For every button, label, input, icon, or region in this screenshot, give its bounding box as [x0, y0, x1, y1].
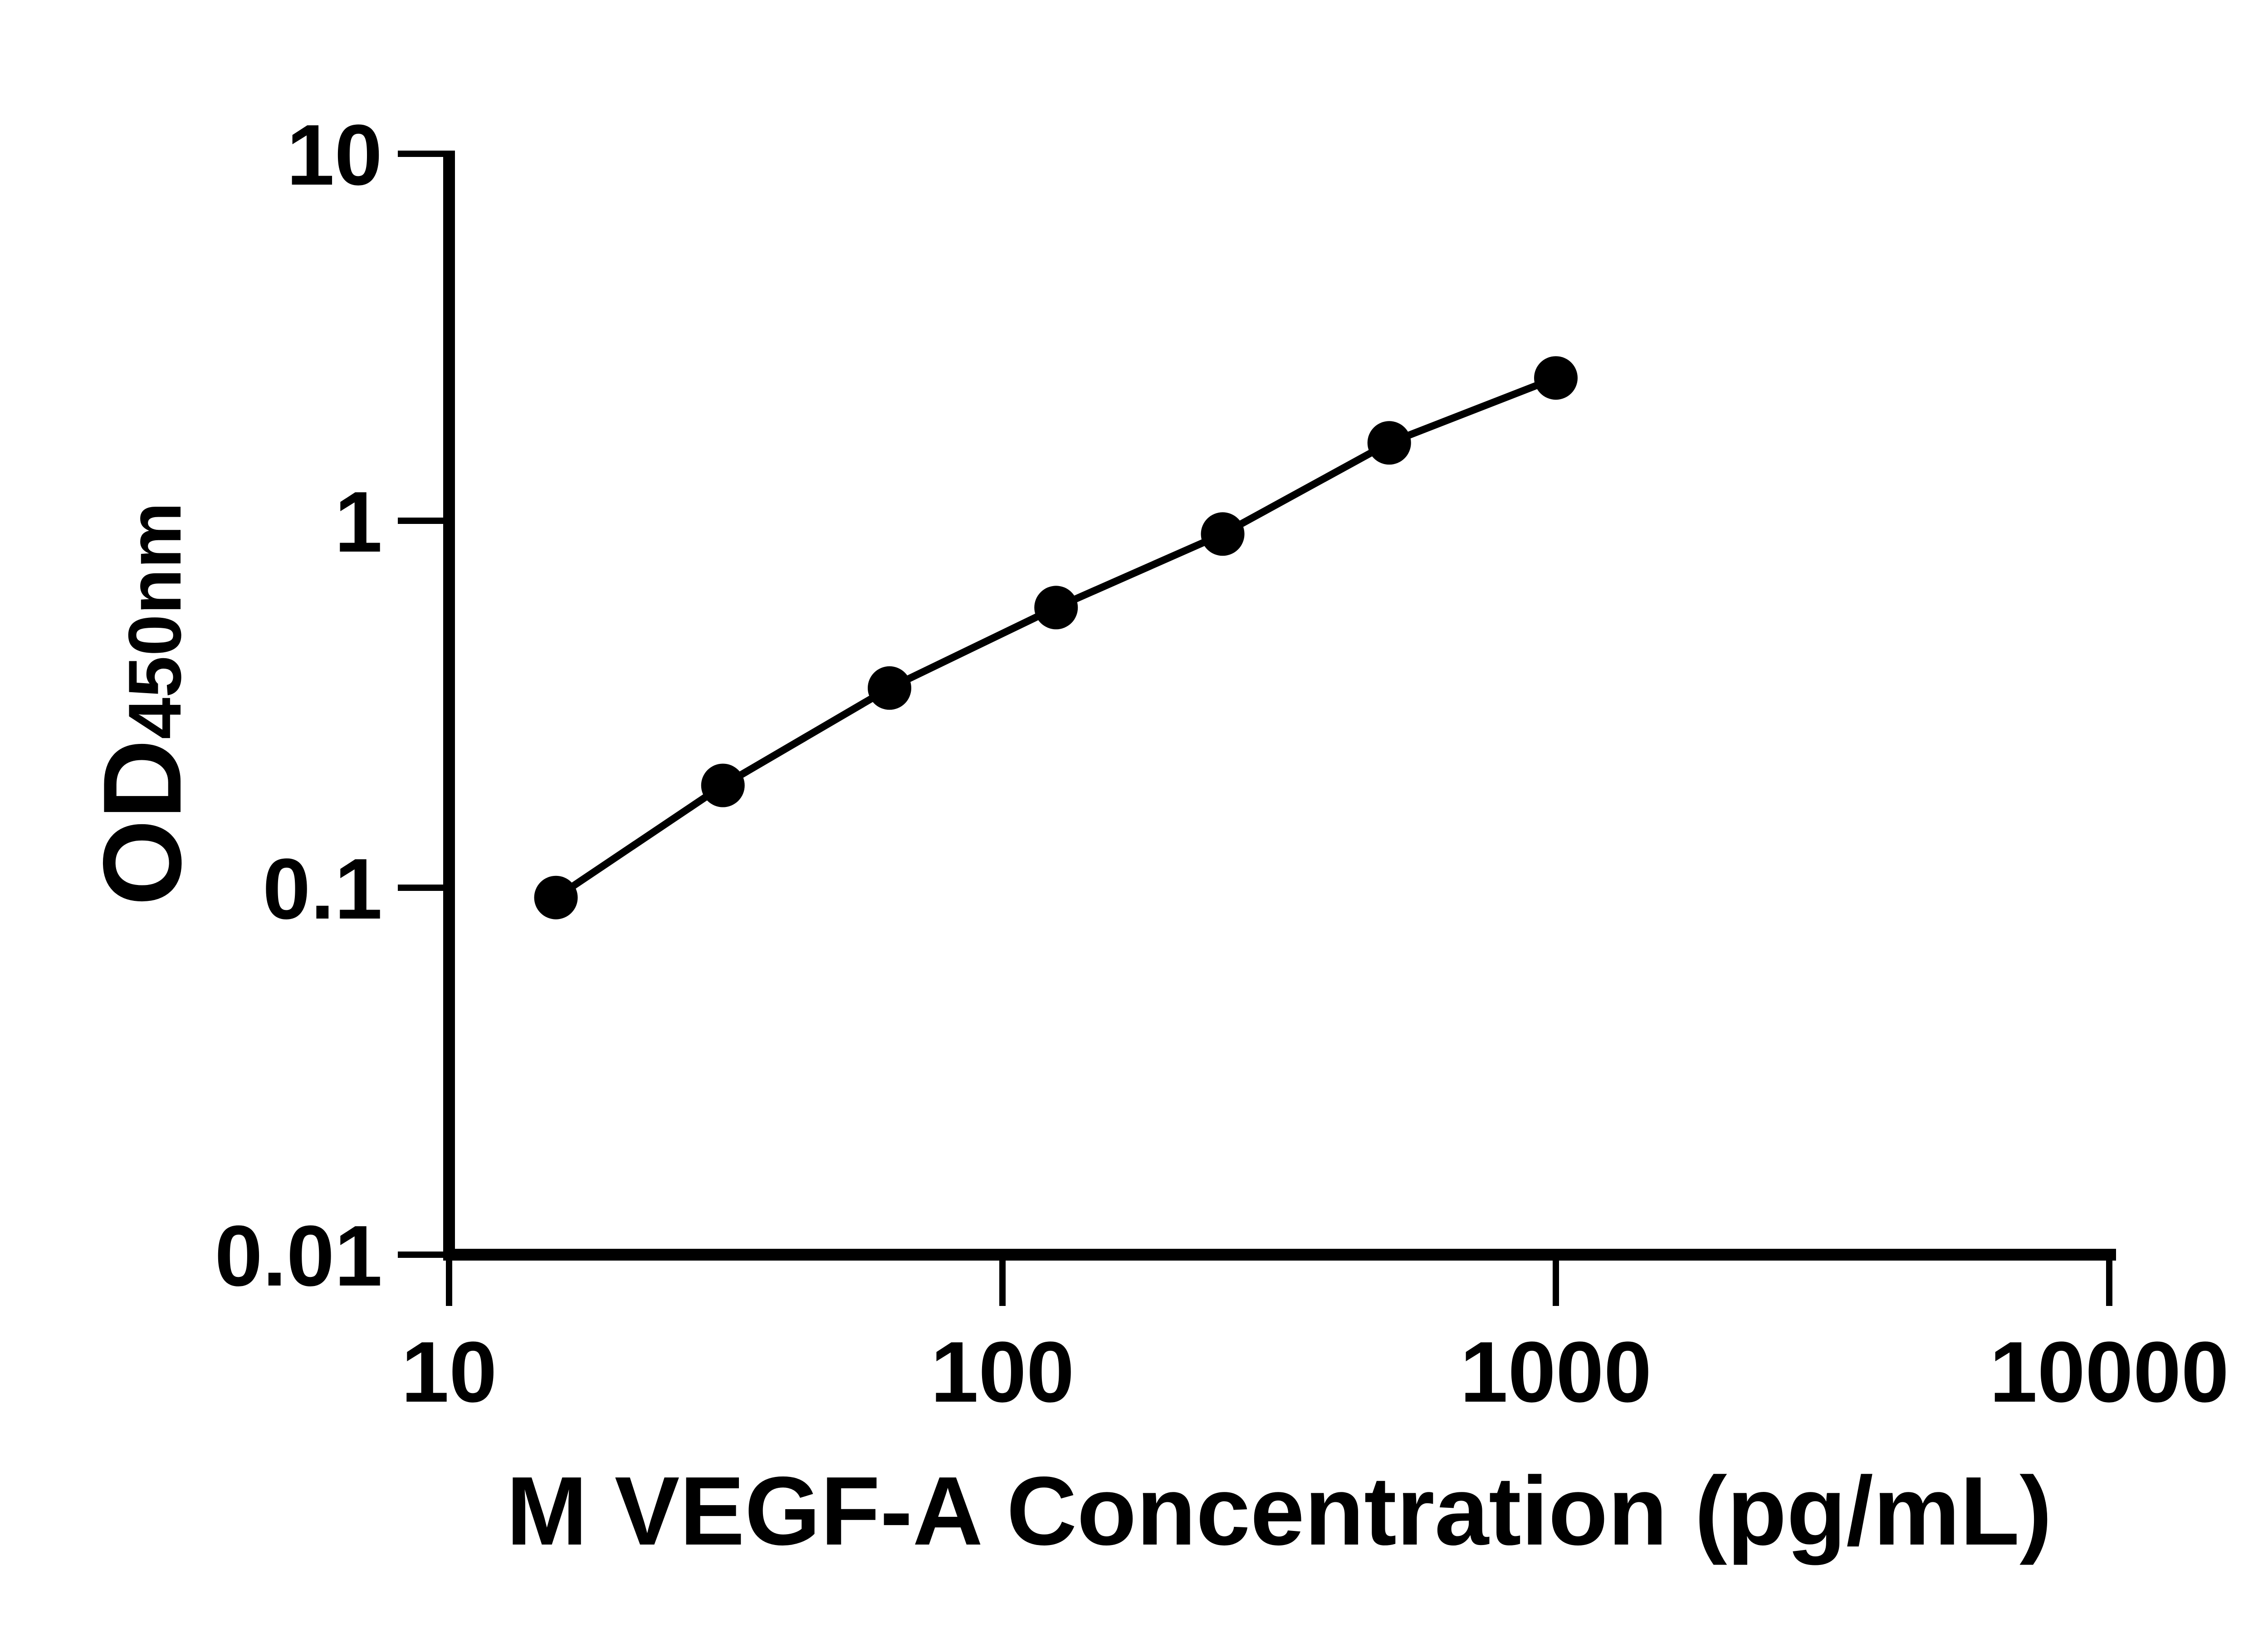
- x-tick-label: 10000: [1989, 1324, 2229, 1420]
- y-tick-label: 1: [334, 474, 382, 570]
- x-axis-tick: [2106, 1255, 2112, 1306]
- y-axis-line: [443, 151, 455, 1261]
- y-axis-tick: [398, 518, 449, 524]
- y-axis-tick: [398, 151, 449, 157]
- data-point: [701, 763, 745, 807]
- y-axis-title-sub: 450nm: [113, 502, 196, 739]
- x-axis-line: [443, 1249, 2116, 1261]
- x-tick-label: 1000: [1460, 1324, 1652, 1420]
- x-axis-title: M VEGF-A Concentration (pg/mL): [506, 1456, 2052, 1565]
- data-point: [1534, 356, 1578, 400]
- data-point: [1034, 586, 1078, 630]
- data-point: [534, 875, 578, 919]
- y-axis-tick: [398, 1252, 449, 1258]
- y-axis-tick: [398, 885, 449, 891]
- y-tick-label: 0.01: [215, 1208, 382, 1304]
- x-axis-tick: [1553, 1255, 1559, 1306]
- data-series: [534, 356, 1578, 919]
- y-tick-label: 0.1: [263, 841, 382, 937]
- data-point: [1201, 512, 1245, 556]
- data-point: [868, 666, 911, 710]
- x-axis-tick: [999, 1255, 1006, 1306]
- y-axis-title: OD450nm: [80, 502, 204, 906]
- x-tick-label: 10: [401, 1324, 497, 1420]
- data-point: [1367, 421, 1411, 465]
- x-axis-tick: [446, 1255, 452, 1306]
- x-tick-label: 100: [930, 1324, 1074, 1420]
- y-tick-label: 10: [287, 107, 382, 203]
- y-axis-title-main: OD: [80, 739, 204, 906]
